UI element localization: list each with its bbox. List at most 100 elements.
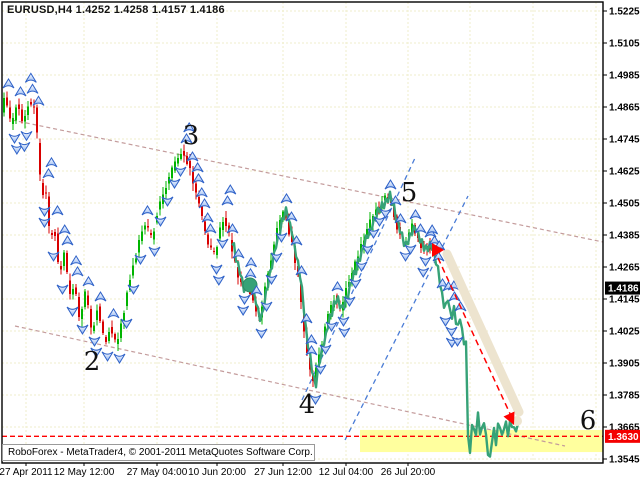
fractal-down-arrow-icon bbox=[20, 130, 33, 142]
price-tick-label: 1.3905 bbox=[609, 359, 640, 370]
fractal-down-arrow-icon bbox=[10, 144, 23, 155]
fractal-down-arrow-icon bbox=[379, 208, 392, 219]
svg-text:1.4186: 1.4186 bbox=[608, 284, 639, 295]
fractal-up-arrow-icon bbox=[409, 208, 422, 220]
wave-label-6: 6 bbox=[580, 406, 597, 436]
fractal-up-arrow-icon bbox=[2, 78, 15, 89]
time-tick-label: 26 Jul 20:00 bbox=[381, 467, 436, 478]
price-tick-label: 1.5225 bbox=[609, 7, 640, 18]
time-tick-label: 12 Jul 04:00 bbox=[319, 467, 374, 478]
fractal-down-arrow-icon bbox=[216, 238, 229, 250]
fractal-up-arrow-icon bbox=[250, 284, 263, 296]
fractal-up-arrow-icon bbox=[141, 204, 154, 216]
fractal-up-arrow-icon bbox=[51, 204, 64, 216]
fractal-down-arrow-icon bbox=[319, 344, 332, 355]
fractal-down-arrow-icon bbox=[161, 196, 174, 207]
fractal-down-arrow-icon bbox=[337, 316, 350, 327]
fractal-down-arrow-icon bbox=[451, 336, 464, 347]
fractal-down-arrow-icon bbox=[275, 232, 288, 243]
price-tick-label: 1.3545 bbox=[609, 455, 640, 466]
fractal-down-arrow-icon bbox=[47, 251, 60, 262]
fractal-arrows-layer bbox=[2, 72, 467, 406]
fractal-down-arrow-icon bbox=[88, 336, 101, 347]
fractal-down-arrow-icon bbox=[18, 141, 31, 153]
copyright-box: RoboForex - MetaTrader4, © 2001-2011 Met… bbox=[2, 444, 315, 461]
fractal-up-arrow-icon bbox=[71, 266, 84, 277]
fractal-up-arrow-icon bbox=[26, 83, 39, 94]
fractal-up-arrow-icon bbox=[414, 223, 427, 234]
price-tick-label: 1.4625 bbox=[609, 167, 640, 178]
fractal-down-arrow-icon bbox=[127, 284, 140, 295]
price-tick-label: 1.5105 bbox=[609, 39, 640, 50]
fractal-down-arrow-icon bbox=[38, 217, 51, 229]
fractal-down-arrow-icon bbox=[270, 252, 283, 263]
fractal-down-arrow-icon bbox=[349, 278, 362, 290]
fractal-down-arrow-icon bbox=[309, 394, 322, 406]
fractal-down-arrow-icon bbox=[355, 261, 368, 272]
target-price-tag bbox=[605, 429, 640, 443]
fractal-up-arrow-icon bbox=[285, 211, 298, 222]
fractal-down-arrow-icon bbox=[90, 347, 103, 358]
fractal-up-arrow-icon bbox=[32, 95, 45, 106]
fractal-up-arrow-icon bbox=[201, 212, 214, 223]
fractal-up-arrow-icon bbox=[221, 195, 234, 206]
price-tick-label: 1.4745 bbox=[609, 135, 640, 146]
fractal-down-arrow-icon bbox=[113, 353, 126, 364]
fractal-down-arrow-icon bbox=[56, 284, 69, 295]
fractal-up-arrow-icon bbox=[426, 224, 439, 235]
fractal-down-arrow-icon bbox=[212, 275, 225, 286]
price-tick-label: 1.4505 bbox=[609, 199, 640, 210]
wave-label-3: 3 bbox=[183, 121, 200, 151]
fractal-up-arrow-icon bbox=[226, 223, 239, 234]
fractal-down-arrow-icon bbox=[8, 133, 21, 144]
current-price-tag bbox=[605, 281, 640, 295]
price-tick-label: 1.3785 bbox=[609, 391, 640, 402]
fractal-up-arrow-icon bbox=[198, 198, 211, 209]
fractal-up-arrow-icon bbox=[70, 255, 83, 266]
fractal-down-arrow-icon bbox=[445, 326, 458, 338]
fractal-up-arrow-icon bbox=[186, 151, 199, 162]
fractal-up-arrow-icon bbox=[394, 212, 407, 224]
fractal-up-arrow-icon bbox=[300, 312, 313, 324]
projection-arrowhead-icon bbox=[503, 411, 515, 425]
wave-labels-layer: 2 3 4 5 6 bbox=[84, 121, 597, 436]
fractal-down-arrow-icon bbox=[265, 274, 278, 286]
time-tick-label: 27 Jun 12:00 bbox=[254, 467, 312, 478]
target-zone-layer bbox=[360, 429, 603, 453]
fractal-up-arrow-icon bbox=[24, 72, 37, 83]
price-tick-label: 1.4985 bbox=[609, 71, 640, 82]
fractal-down-arrow-icon bbox=[38, 206, 51, 218]
fractal-down-arrow-icon bbox=[361, 244, 374, 255]
price-tick-label: 1.4385 bbox=[609, 231, 640, 242]
fractal-down-arrow-icon bbox=[314, 364, 327, 375]
fractal-down-arrow-icon bbox=[404, 244, 417, 255]
fractal-up-arrow-icon bbox=[195, 187, 208, 198]
fractal-up-arrow-icon bbox=[424, 227, 437, 238]
fractal-up-arrow-icon bbox=[389, 195, 402, 206]
fractal-up-arrow-icon bbox=[183, 121, 196, 133]
fractal-up-arrow-icon bbox=[331, 280, 344, 292]
fractal-up-arrow-icon bbox=[14, 86, 27, 97]
fractal-up-arrow-icon bbox=[280, 192, 293, 204]
projection-layer bbox=[432, 243, 524, 426]
fractal-down-arrow-icon bbox=[238, 294, 251, 306]
price-tick-label: 1.4025 bbox=[609, 327, 640, 338]
fractal-up-arrow-icon bbox=[224, 184, 237, 195]
fractal-down-arrow-icon bbox=[343, 296, 356, 307]
fractal-down-arrow-icon bbox=[399, 251, 412, 262]
fractal-down-arrow-icon bbox=[120, 318, 133, 330]
fractal-up-arrow-icon bbox=[295, 264, 308, 276]
fractal-up-arrow-icon bbox=[244, 267, 257, 279]
chart-title-ohlc: EURUSD,H4 1.4252 1.4258 1.4157 1.4186 bbox=[7, 4, 225, 16]
fractal-up-arrow-icon bbox=[94, 291, 107, 302]
time-tick-label: 27 May 04:00 bbox=[127, 467, 188, 478]
time-tick-label: 27 Apr 2011 bbox=[0, 467, 53, 478]
fractal-up-arrow-icon bbox=[42, 167, 55, 179]
fractal-up-arrow-icon bbox=[245, 256, 257, 268]
fractal-down-arrow-icon bbox=[174, 166, 187, 178]
wave-label-5: 5 bbox=[401, 178, 418, 208]
fractal-up-arrow-icon bbox=[107, 307, 120, 319]
